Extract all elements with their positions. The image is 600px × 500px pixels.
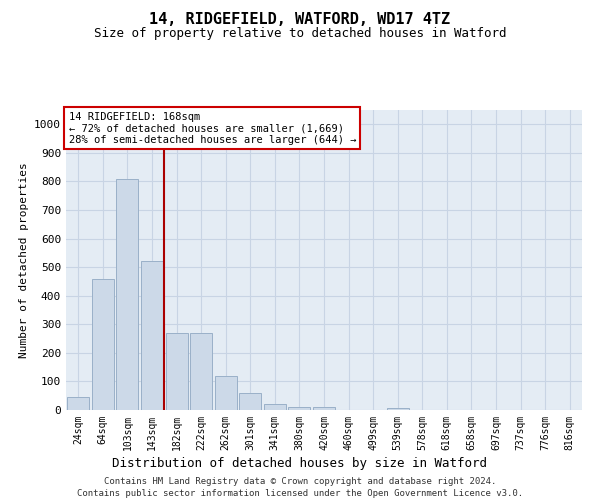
Bar (116, 178, 139, 410)
Bar (215, 376, 237, 410)
Bar (92, 278, 114, 410)
Text: Contains HM Land Registry data © Crown copyright and database right 2024.: Contains HM Land Registry data © Crown c… (104, 478, 496, 486)
Text: 14 RIDGEFIELD: 168sqm
← 72% of detached houses are smaller (1,669)
28% of semi-d: 14 RIDGEFIELD: 168sqm ← 72% of detached … (68, 112, 356, 144)
Bar (166, 333, 188, 410)
Bar (67, 397, 89, 410)
Bar (313, 407, 335, 410)
Bar (190, 333, 212, 410)
Text: Size of property relative to detached houses in Watford: Size of property relative to detached ho… (94, 28, 506, 40)
Text: Distribution of detached houses by size in Watford: Distribution of detached houses by size … (113, 458, 487, 470)
Bar (239, 393, 262, 410)
Text: 14, RIDGEFIELD, WATFORD, WD17 4TZ: 14, RIDGEFIELD, WATFORD, WD17 4TZ (149, 12, 451, 28)
Bar (289, 407, 310, 410)
Bar (141, 262, 163, 410)
Bar (264, 404, 286, 410)
Text: Contains public sector information licensed under the Open Government Licence v3: Contains public sector information licen… (77, 489, 523, 498)
Bar (386, 408, 409, 410)
Y-axis label: Number of detached properties: Number of detached properties (19, 162, 29, 358)
